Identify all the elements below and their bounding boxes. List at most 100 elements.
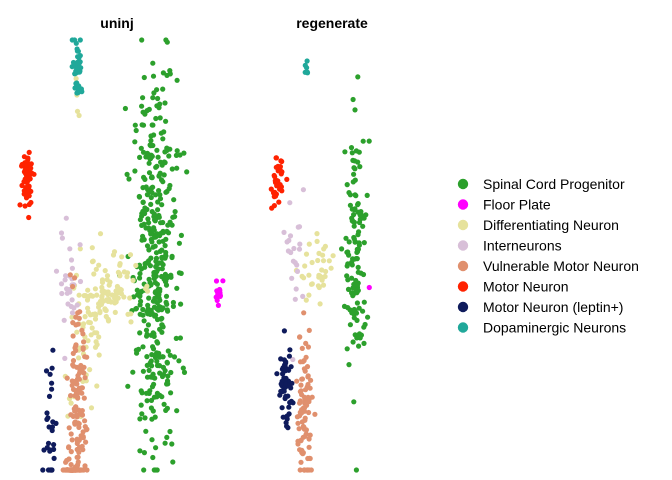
point-uninj-vulnerable-motor-neuron bbox=[81, 395, 87, 401]
point-uninj-spinal-cord-progenitor bbox=[139, 288, 145, 294]
point-regenerate-vulnerable-motor-neuron bbox=[306, 327, 312, 333]
point-uninj-floor-plate bbox=[213, 278, 220, 284]
point-uninj-interneurons bbox=[59, 235, 65, 241]
point-uninj-motor-neuron-leptin- bbox=[49, 380, 55, 386]
point-uninj-spinal-cord-progenitor bbox=[161, 371, 167, 378]
point-uninj-spinal-cord-progenitor bbox=[131, 294, 137, 300]
point-uninj-differentiating-neuron bbox=[96, 304, 102, 310]
point-uninj-spinal-cord-progenitor bbox=[153, 234, 159, 240]
point-uninj-spinal-cord-progenitor bbox=[159, 266, 165, 272]
point-uninj-spinal-cord-progenitor bbox=[148, 155, 154, 162]
point-uninj-spinal-cord-progenitor bbox=[154, 103, 160, 109]
point-uninj-vulnerable-motor-neuron bbox=[84, 427, 90, 433]
point-regenerate-vulnerable-motor-neuron bbox=[302, 433, 308, 439]
point-uninj-spinal-cord-progenitor bbox=[137, 271, 143, 277]
point-uninj-vulnerable-motor-neuron bbox=[66, 444, 72, 450]
point-regenerate-vulnerable-motor-neuron bbox=[298, 448, 305, 454]
point-uninj-differentiating-neuron bbox=[96, 262, 102, 268]
point-uninj-differentiating-neuron bbox=[96, 334, 102, 340]
point-uninj-vulnerable-motor-neuron bbox=[73, 314, 79, 320]
point-regenerate-vulnerable-motor-neuron bbox=[300, 359, 306, 365]
point-uninj-differentiating-neuron bbox=[73, 76, 79, 82]
point-uninj-motor-neuron-leptin- bbox=[53, 420, 59, 426]
point-uninj-spinal-cord-progenitor bbox=[154, 269, 160, 275]
point-regenerate-motor-neuron-leptin- bbox=[284, 423, 290, 429]
point-regenerate-spinal-cord-progenitor bbox=[360, 138, 366, 144]
legend-key-spinal-cord-progenitor bbox=[457, 178, 469, 190]
point-uninj-spinal-cord-progenitor bbox=[159, 162, 165, 168]
point-uninj-vulnerable-motor-neuron bbox=[81, 339, 87, 345]
point-regenerate-motor-neuron-leptin- bbox=[278, 356, 284, 362]
point-uninj-interneurons bbox=[58, 281, 65, 287]
point-regenerate-motor-neuron bbox=[284, 176, 290, 182]
panel-regenerate bbox=[268, 58, 372, 473]
point-uninj-spinal-cord-progenitor bbox=[157, 248, 163, 254]
point-uninj-spinal-cord-progenitor bbox=[167, 352, 173, 358]
point-uninj-spinal-cord-progenitor bbox=[132, 139, 138, 145]
point-uninj-differentiating-neuron bbox=[104, 273, 111, 279]
point-uninj-vulnerable-motor-neuron bbox=[68, 449, 74, 455]
point-uninj-spinal-cord-progenitor bbox=[163, 236, 169, 242]
point-regenerate-spinal-cord-progenitor bbox=[344, 182, 350, 188]
point-uninj-spinal-cord-progenitor bbox=[137, 217, 143, 223]
point-regenerate-differentiating-neuron bbox=[315, 257, 321, 264]
point-uninj-spinal-cord-progenitor bbox=[169, 254, 175, 261]
point-regenerate-differentiating-neuron bbox=[316, 274, 322, 280]
point-uninj-vulnerable-motor-neuron bbox=[74, 381, 80, 387]
point-uninj-vulnerable-motor-neuron bbox=[68, 431, 74, 437]
point-uninj-spinal-cord-progenitor bbox=[141, 174, 147, 180]
point-uninj-vulnerable-motor-neuron bbox=[64, 375, 70, 381]
point-uninj-dopaminergic-neurons bbox=[72, 85, 78, 91]
point-uninj-vulnerable-motor-neuron bbox=[73, 343, 79, 349]
point-uninj-spinal-cord-progenitor bbox=[139, 411, 145, 417]
point-regenerate-vulnerable-motor-neuron bbox=[299, 345, 305, 351]
point-regenerate-spinal-cord-progenitor bbox=[351, 223, 357, 229]
point-uninj-motor-neuron bbox=[28, 199, 34, 206]
point-uninj-interneurons bbox=[77, 242, 83, 248]
point-uninj-spinal-cord-progenitor bbox=[137, 416, 143, 422]
point-uninj-spinal-cord-progenitor bbox=[143, 390, 150, 396]
point-regenerate-motor-neuron-leptin- bbox=[286, 404, 292, 410]
point-uninj-spinal-cord-progenitor bbox=[143, 327, 150, 333]
point-uninj-spinal-cord-progenitor bbox=[146, 295, 152, 301]
point-uninj-spinal-cord-progenitor bbox=[170, 214, 176, 220]
point-regenerate-differentiating-neuron bbox=[306, 272, 312, 278]
point-uninj-spinal-cord-progenitor bbox=[142, 111, 148, 117]
point-uninj-spinal-cord-progenitor bbox=[157, 233, 163, 239]
point-uninj-differentiating-neuron bbox=[86, 293, 92, 299]
point-regenerate-motor-neuron bbox=[273, 192, 279, 198]
point-uninj-dopaminergic-neurons bbox=[77, 69, 83, 75]
point-uninj-vulnerable-motor-neuron bbox=[76, 376, 82, 382]
point-regenerate-spinal-cord-progenitor bbox=[346, 190, 352, 196]
point-uninj-spinal-cord-progenitor bbox=[158, 220, 164, 226]
point-uninj-spinal-cord-progenitor bbox=[140, 368, 146, 374]
point-regenerate-differentiating-neuron bbox=[322, 273, 328, 280]
point-regenerate-vulnerable-motor-neuron bbox=[304, 384, 310, 390]
point-uninj-spinal-cord-progenitor bbox=[148, 189, 154, 195]
point-uninj-vulnerable-motor-neuron bbox=[68, 393, 74, 399]
point-uninj-spinal-cord-progenitor bbox=[164, 145, 170, 151]
point-uninj-spinal-cord-progenitor bbox=[150, 73, 157, 79]
point-uninj-spinal-cord-progenitor bbox=[138, 266, 145, 272]
point-uninj-spinal-cord-progenitor bbox=[143, 428, 149, 434]
point-regenerate-differentiating-neuron bbox=[317, 301, 323, 307]
point-uninj-vulnerable-motor-neuron bbox=[71, 363, 77, 369]
point-uninj-motor-neuron-leptin- bbox=[43, 368, 50, 374]
point-regenerate-motor-neuron bbox=[268, 186, 274, 192]
point-uninj-motor-neuron bbox=[28, 165, 34, 171]
point-uninj-differentiating-neuron bbox=[127, 252, 134, 258]
point-uninj-dopaminergic-neurons bbox=[77, 37, 83, 43]
point-uninj-vulnerable-motor-neuron bbox=[82, 463, 88, 469]
point-uninj-spinal-cord-progenitor bbox=[141, 318, 147, 324]
point-regenerate-vulnerable-motor-neuron bbox=[298, 382, 304, 388]
point-uninj-spinal-cord-progenitor bbox=[157, 192, 163, 198]
point-uninj-interneurons bbox=[64, 290, 70, 296]
point-regenerate-spinal-cord-progenitor bbox=[361, 215, 367, 221]
point-uninj-differentiating-neuron bbox=[102, 268, 108, 274]
point-regenerate-vulnerable-motor-neuron bbox=[301, 467, 307, 473]
point-uninj-spinal-cord-progenitor bbox=[136, 193, 142, 200]
point-uninj-spinal-cord-progenitor bbox=[181, 369, 188, 375]
point-uninj-interneurons bbox=[58, 230, 65, 236]
point-uninj-motor-neuron bbox=[19, 161, 25, 168]
